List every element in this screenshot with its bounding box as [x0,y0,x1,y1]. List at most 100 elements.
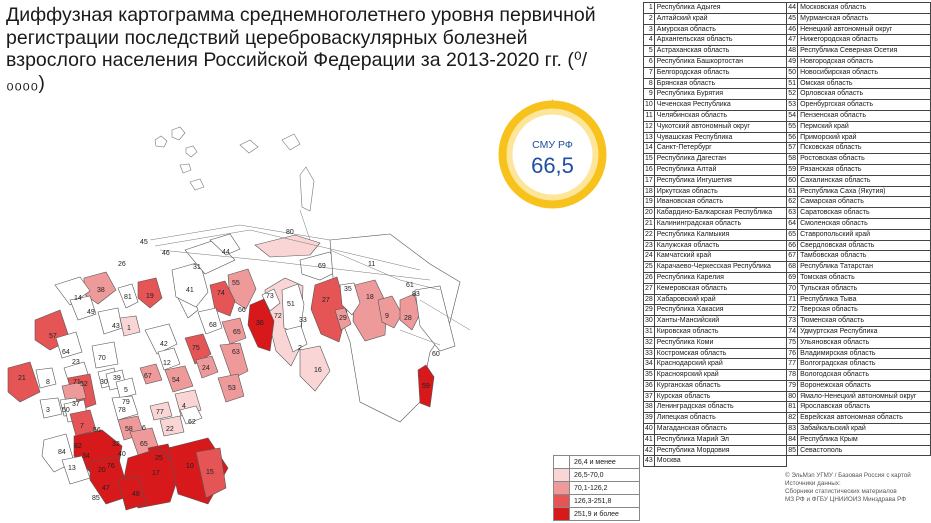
region-number: 85 [786,444,799,457]
region-name: Сахалинская область [797,174,931,187]
region-name: Республика Северная Осетия [797,45,931,57]
table-row: 11 Челябинская область 54 Пензенская област… [643,109,931,122]
region-number: 51 [786,77,799,90]
table-row: 19 Ивановская область 62 Самарская область [643,196,931,209]
svg-text:67: 67 [144,373,152,380]
table-row: 17 Республика Ингушетия 60 Сахалинская обла… [643,174,931,187]
svg-text:16: 16 [314,367,322,374]
svg-text:72: 72 [274,313,282,320]
svg-text:24: 24 [202,365,210,372]
svg-text:54: 54 [172,377,180,384]
svg-text:78: 78 [118,407,126,414]
table-row: 31 Кировская область 74 Удмуртская Республи… [643,325,931,338]
region-number: 36 [643,379,655,392]
region-number: 63 [786,207,799,219]
region-number: 55 [786,120,799,133]
region-number: 73 [786,315,799,327]
region-3 [39,397,63,419]
svg-text:13: 13 [68,465,76,472]
region-42 [144,323,178,355]
region-number: 66 [786,239,799,252]
region-number: 47 [786,34,799,47]
region-name: Липецкая область [653,412,788,425]
region-number: 59 [786,163,799,176]
svg-text:61: 61 [406,282,414,289]
region-name: Республика Мордовия [653,444,788,457]
svg-text:17: 17 [152,470,160,477]
region-number: 70 [786,282,799,295]
region-name: Республика Алтай [653,163,788,176]
region-name: Иркутская область [653,185,788,198]
region-23 [61,381,87,403]
svg-text:30: 30 [100,379,108,386]
region-number: 25 [643,261,655,273]
region-labels: 45 26 31 44 80 69 11 46 38 14 81 19 41 7… [18,229,440,502]
region-name: Забайкальский край [797,423,931,435]
region-name: Республика Крым [797,433,931,446]
region-name: Ленинградская область [653,401,788,414]
region-12 [157,347,181,371]
region-number: 60 [786,174,799,187]
region-number: 1 [643,2,655,14]
region-name: Свердловская область [797,239,931,252]
region-69 [299,251,341,281]
legend-row: 26,5-70,0 [554,468,639,481]
region-number: 61 [786,185,799,198]
region-name: Астраханская область [653,45,788,57]
region-number: 42 [643,444,655,457]
region-name: Ярославская область [797,401,931,414]
table-row: 9 Республика Бурятия 52 Орловская область [643,88,931,101]
table-row: 1 Республика Адыгея 44 Московская область [643,2,931,14]
region-name: Ульяновская область [797,336,931,349]
region-name: Ханты-Мансийский [653,315,788,327]
svg-text:52: 52 [80,381,88,388]
region-name: Тульская область [797,282,931,295]
source-note: © ЭльМэп УГМУ / Базовая Россия с картой И… [785,472,911,504]
svg-text:47: 47 [102,485,110,492]
legend-row: 26,4 и менее [554,456,639,468]
svg-text:9: 9 [385,313,389,320]
region-name: Московская область [797,2,931,14]
region-number: 58 [786,153,799,165]
region-name: Республика Карелия [653,271,788,284]
region-number: 37 [643,390,655,403]
svg-text:20: 20 [98,467,106,474]
region-number: 16 [643,163,655,176]
average-badge: СМУ РФ 66,5 [497,99,608,210]
table-row: 33 Костромская область 76 Владимирская обла… [643,347,931,360]
region-number: 49 [786,55,799,68]
table-row: 5 Астраханская область 48 Республика Северн… [643,45,931,57]
table-row: 40 Магаданская область 83 Забайкальский кра… [643,423,931,435]
region-number: 32 [643,336,655,349]
source-line: © ЭльМэп УГМУ / Базовая Россия с картой [785,472,911,479]
region-number: 30 [643,315,655,327]
region-name: Хабаровский край [653,293,788,306]
region-67 [139,363,163,385]
region-44 [209,233,241,256]
table-row: 32 Республика Коми 75 Ульяновская область [643,336,931,349]
region-number: 29 [643,304,655,317]
region-64 [55,331,83,359]
region-13b [61,455,91,485]
svg-text:14: 14 [74,295,82,302]
region-name: Новгородская область [797,55,931,68]
svg-text:49: 49 [87,309,95,316]
table-row: 35 Красноярский край 78 Вологодская область [643,369,931,381]
region-name: Республика Тыва [797,293,931,306]
region-name: Республика Коми [653,336,788,349]
table-row: 24 Камчатский край 67 Тамбовская область [643,250,931,263]
table-row: 18 Иркутская область 61 Республика Саха (Як… [643,185,931,198]
table-row: 37 Курская область 80 Ямало-Ненецкий автоно… [643,390,931,403]
region-number: 14 [643,142,655,155]
svg-text:68: 68 [209,322,217,329]
region-number: 45 [786,12,799,25]
region-name: Еврейская автономная область [797,412,931,425]
svg-text:57: 57 [49,333,57,340]
svg-text:29: 29 [339,315,347,322]
legend-swatch [554,508,570,520]
region-name: Мурманская область [797,12,931,25]
region-number: 84 [786,433,799,446]
region-number: 43 [643,455,655,468]
region-number: 65 [786,228,799,241]
region-name: Архангельская область [653,34,788,47]
